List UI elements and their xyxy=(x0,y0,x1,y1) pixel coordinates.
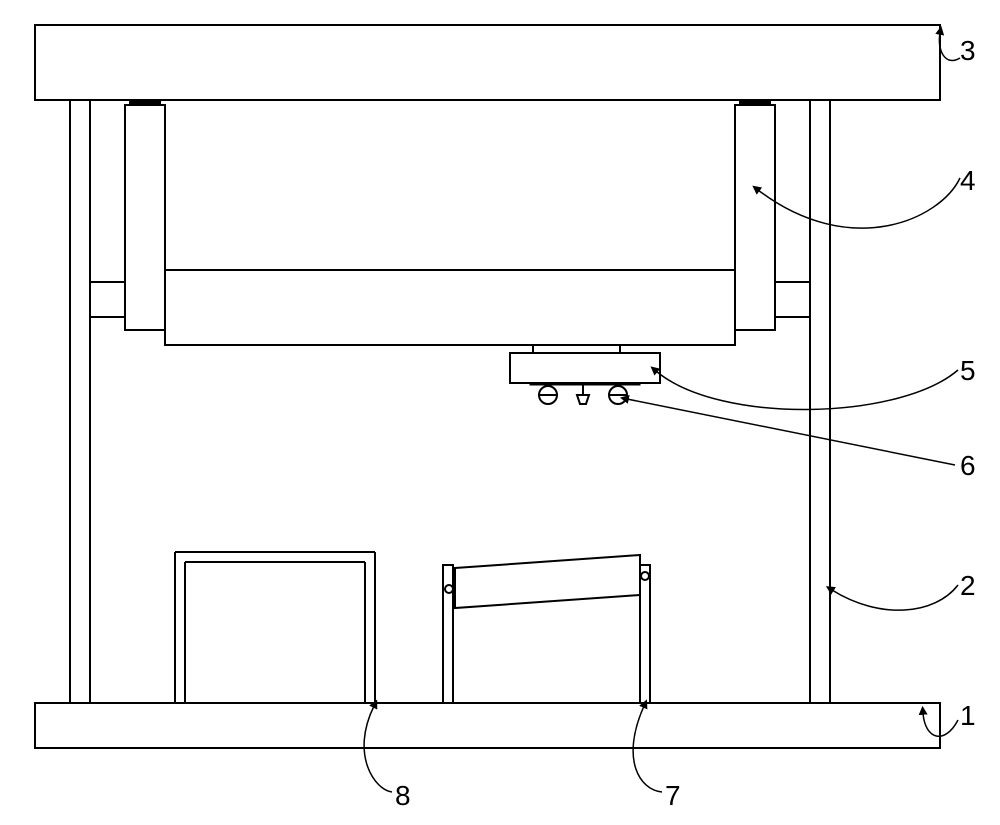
tilt-pin-left xyxy=(445,585,453,593)
carriage-track xyxy=(530,383,640,385)
right-inner-column xyxy=(735,105,775,330)
tilt-pin-right xyxy=(641,572,649,580)
tilt-post-right xyxy=(640,565,650,703)
label-8: 8 xyxy=(395,780,411,811)
leader-2 xyxy=(832,585,958,610)
labels-layer: 3 4 5 6 2 1 7 8 xyxy=(364,33,975,811)
leader-3 xyxy=(939,33,960,60)
crossbar-left-pad xyxy=(90,282,125,317)
crossbar-right-pad xyxy=(775,282,810,317)
base-plate xyxy=(35,703,940,748)
label-3: 3 xyxy=(960,35,976,66)
left-upright xyxy=(70,100,90,703)
top-cap xyxy=(35,25,940,100)
label-6: 6 xyxy=(960,450,976,481)
parts-layer xyxy=(35,25,940,748)
tilt-top xyxy=(455,555,640,608)
left-column-notch xyxy=(130,100,160,105)
leader-4 xyxy=(758,178,960,228)
left-inner-column xyxy=(125,105,165,330)
diagram-canvas: 3 4 5 6 2 1 7 8 xyxy=(0,0,1000,825)
nozzle-tip xyxy=(577,395,589,404)
label-5: 5 xyxy=(960,355,976,386)
label-1: 1 xyxy=(960,700,976,731)
label-2: 2 xyxy=(960,570,976,601)
leader-5 xyxy=(656,370,958,410)
right-upright xyxy=(810,100,830,703)
crossbar xyxy=(165,270,735,345)
label-7: 7 xyxy=(665,780,681,811)
carriage-plate xyxy=(510,353,660,383)
right-column-notch xyxy=(740,100,770,105)
label-4: 4 xyxy=(960,165,976,196)
